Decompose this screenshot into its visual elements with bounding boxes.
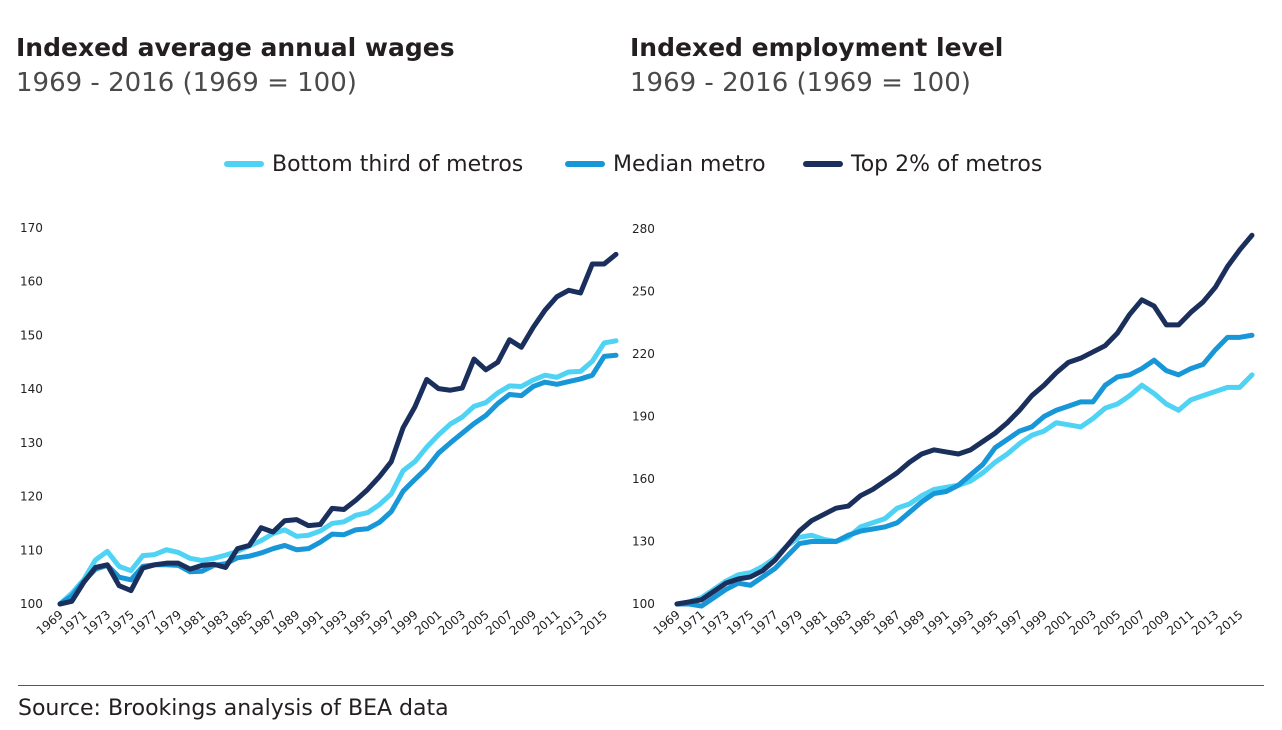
x-tick-label: 1989 [895, 608, 927, 638]
x-tick-label: 1969 [651, 608, 683, 638]
x-tick-label: 2015 [578, 608, 610, 638]
y-tick-label: 280 [632, 222, 655, 236]
x-tick-label: 1997 [993, 608, 1025, 638]
y-tick-label: 160 [20, 275, 43, 289]
y-tick-label: 100 [632, 597, 655, 611]
x-tick-label: 1995 [969, 608, 1001, 638]
y-tick-label: 250 [632, 285, 655, 299]
x-tick-label: 1977 [748, 608, 780, 638]
employment-line-chart: 1001301601902202502801969197119731975197… [632, 222, 1255, 638]
legend-item-top-2pct: Top 2% of metros [803, 148, 1042, 180]
x-tick-label: 2007 [1115, 608, 1147, 638]
y-tick-label: 120 [20, 490, 43, 504]
x-tick-label: 2011 [1164, 608, 1196, 638]
x-tick-label: 2001 [1042, 608, 1074, 638]
x-tick-label: 1975 [724, 608, 756, 638]
x-tick-label: 1985 [846, 608, 878, 638]
y-tick-label: 130 [20, 436, 43, 450]
legend-label-top-2pct: Top 2% of metros [851, 151, 1043, 177]
y-tick-label: 170 [20, 221, 43, 235]
series-line-top-2pct [57, 251, 619, 607]
x-tick-label: 1987 [871, 608, 903, 638]
x-tick-label: 2013 [1189, 608, 1221, 638]
source-note: Source: Brookings analysis of BEA data [18, 696, 449, 721]
x-tick-label: 2005 [1091, 608, 1123, 638]
legend-item-median: Median metro [565, 148, 766, 180]
x-tick-label: 1971 [675, 608, 707, 638]
x-tick-label: 1983 [822, 608, 854, 638]
employment-chart-subtitle: 1969 - 2016 (1969 = 100) [630, 68, 971, 98]
legend-item-bottom-third: Bottom third of metros [224, 148, 523, 180]
legend-label-median: Median metro [613, 151, 766, 177]
chart-legend: Bottom third of metros Median metro Top … [0, 148, 1282, 180]
x-tick-label: 2009 [1140, 608, 1172, 638]
legend-label-bottom-third: Bottom third of metros [272, 151, 524, 177]
y-tick-label: 190 [632, 410, 655, 424]
wages-chart-subtitle: 1969 - 2016 (1969 = 100) [16, 68, 357, 98]
footer-divider [18, 685, 1264, 686]
y-tick-label: 110 [20, 543, 43, 557]
x-tick-label: 1991 [920, 608, 952, 638]
y-tick-label: 100 [20, 597, 43, 611]
x-tick-label: 1973 [699, 608, 731, 638]
x-tick-label: 2015 [1213, 608, 1245, 638]
series-line-median [674, 332, 1255, 609]
y-tick-label: 160 [632, 472, 655, 486]
series-line-bottom-third [57, 338, 619, 607]
x-tick-label: 1979 [773, 608, 805, 638]
y-tick-label: 150 [20, 328, 43, 342]
employment-chart-title: Indexed employment level [630, 33, 1004, 62]
y-tick-label: 220 [632, 347, 655, 361]
wages-line-chart: 1001101201301401501601701969197119731975… [20, 221, 619, 638]
x-tick-label: 1993 [944, 608, 976, 638]
x-tick-label: 1981 [797, 608, 829, 638]
series-line-top-2pct [674, 232, 1255, 607]
y-tick-label: 130 [632, 535, 655, 549]
wages-chart-title: Indexed average annual wages [16, 33, 455, 62]
legend-swatch-bottom-third [224, 161, 264, 167]
legend-swatch-top-2pct [803, 161, 843, 167]
x-tick-label: 2003 [1066, 608, 1098, 638]
legend-swatch-median [565, 161, 605, 167]
x-tick-label: 1999 [1018, 608, 1050, 638]
y-tick-label: 140 [20, 382, 43, 396]
